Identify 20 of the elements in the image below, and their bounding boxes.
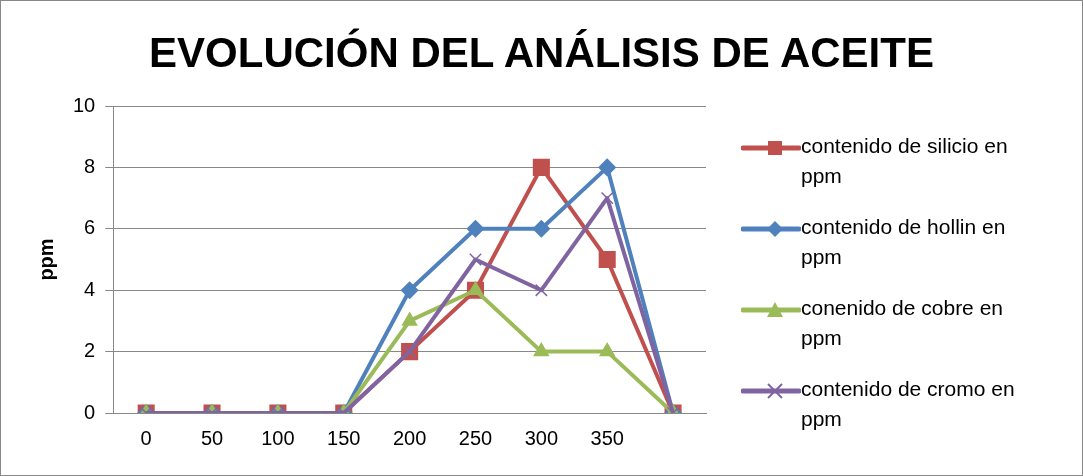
legend-label: contenido de hollin en ppm (801, 214, 1007, 270)
chart-title: EVOLUCIÓN DEL ANÁLISIS DE ACEITE (148, 29, 935, 77)
y-tick-label: 0 (84, 400, 96, 423)
x-tick-label: 250 (458, 426, 493, 449)
y-tick-label: 8 (84, 154, 96, 177)
x-tick-label: 150 (327, 426, 361, 449)
x-tick-label: 100 (261, 426, 295, 449)
y-axis-title: ppm (34, 238, 57, 281)
x-tick-label: 50 (200, 426, 224, 449)
legend-label: conenido de cobre en ppm (801, 295, 1004, 351)
x-tick-label: 350 (590, 426, 624, 449)
legend-label: contenido de silicio en ppm (801, 133, 1009, 189)
y-tick-label: 4 (84, 277, 96, 300)
x-tick-label: 0 (140, 426, 152, 449)
y-tick-label: 10 (73, 93, 96, 116)
y-tick-label: 2 (84, 339, 96, 362)
x-tick-label: 200 (392, 426, 427, 449)
x-tick-label: 300 (524, 426, 559, 449)
y-tick-label: 6 (84, 216, 96, 239)
legend-label: contenido de cromo en ppm (801, 376, 1016, 432)
